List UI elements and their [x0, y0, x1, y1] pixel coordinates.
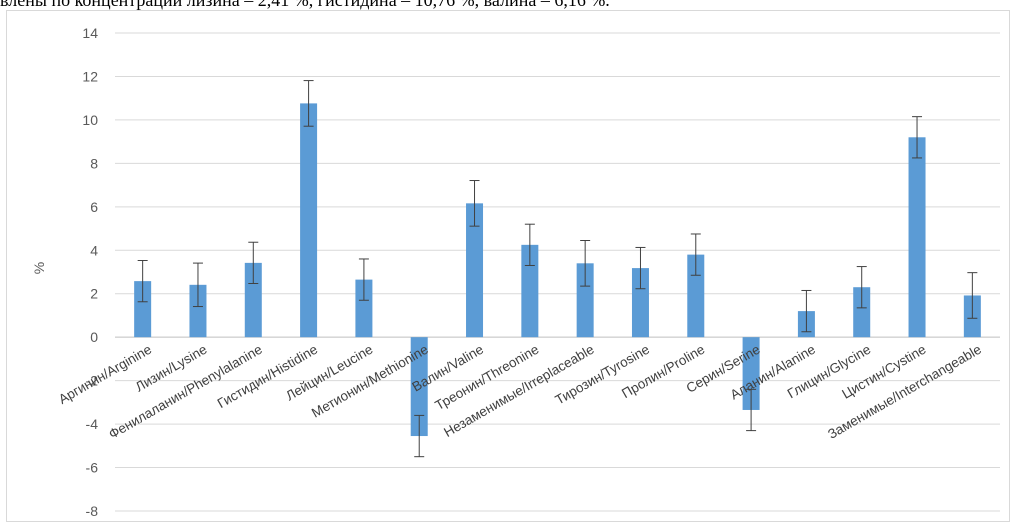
bar — [355, 279, 373, 338]
chart-frame — [6, 10, 1010, 522]
y-tick-label: -8 — [86, 503, 99, 519]
error-bar — [303, 80, 314, 127]
error-bar — [524, 223, 535, 266]
y-tick-label: 12 — [82, 68, 98, 84]
bar — [189, 284, 207, 338]
bar — [742, 337, 760, 410]
y-tick-label: -4 — [86, 416, 99, 432]
error-bar — [358, 258, 369, 301]
y-tick-label: 4 — [90, 242, 98, 258]
bars — [134, 103, 981, 437]
bar — [521, 244, 539, 338]
y-tick-label: 8 — [90, 155, 98, 171]
error-bar — [414, 414, 425, 458]
y-tick-label: -2 — [86, 373, 99, 389]
error-bar — [967, 272, 978, 319]
x-category-label: Аргинин/Arginine — [56, 342, 154, 407]
error-bar — [469, 180, 480, 227]
bar — [466, 203, 484, 338]
bar — [853, 287, 871, 338]
y-tick-label: 6 — [90, 199, 98, 215]
error-bar — [635, 246, 646, 290]
error-bar — [746, 388, 757, 432]
y-axis-label: % — [31, 262, 47, 274]
error-bar — [248, 241, 259, 285]
bar — [631, 268, 649, 338]
bar — [410, 337, 428, 437]
bar — [244, 262, 262, 338]
gridlines — [115, 32, 1000, 512]
y-tick-label: 14 — [82, 25, 98, 41]
bar — [908, 137, 926, 338]
x-category-label: Гистидин/Histidine — [215, 342, 320, 411]
error-bar — [580, 239, 591, 287]
caption-text: влены по концентрации лизина – 2,41 %, г… — [0, 0, 610, 10]
bar — [576, 263, 594, 338]
y-axis-ticks: -8 -6 -4 -2 0 2 4 6 8 10 12 14 — [82, 25, 98, 519]
bar — [134, 281, 152, 338]
error-bar — [690, 233, 701, 276]
bar — [300, 103, 318, 338]
x-axis-categories: Аргинин/ArginineЛизин/LysineФенилаланин/… — [56, 342, 984, 442]
y-tick-label: 2 — [90, 286, 98, 302]
error-bar — [856, 266, 867, 309]
y-tick-label: -6 — [86, 460, 99, 476]
y-tick-label: 0 — [90, 329, 98, 345]
error-bar — [912, 116, 923, 159]
error-bars — [137, 80, 978, 458]
error-bar — [192, 262, 203, 308]
x-category-label: Тирозин/Tyrosine — [553, 342, 652, 408]
y-tick-label: 10 — [82, 112, 98, 128]
error-bar — [137, 259, 148, 303]
error-bar — [801, 289, 812, 333]
